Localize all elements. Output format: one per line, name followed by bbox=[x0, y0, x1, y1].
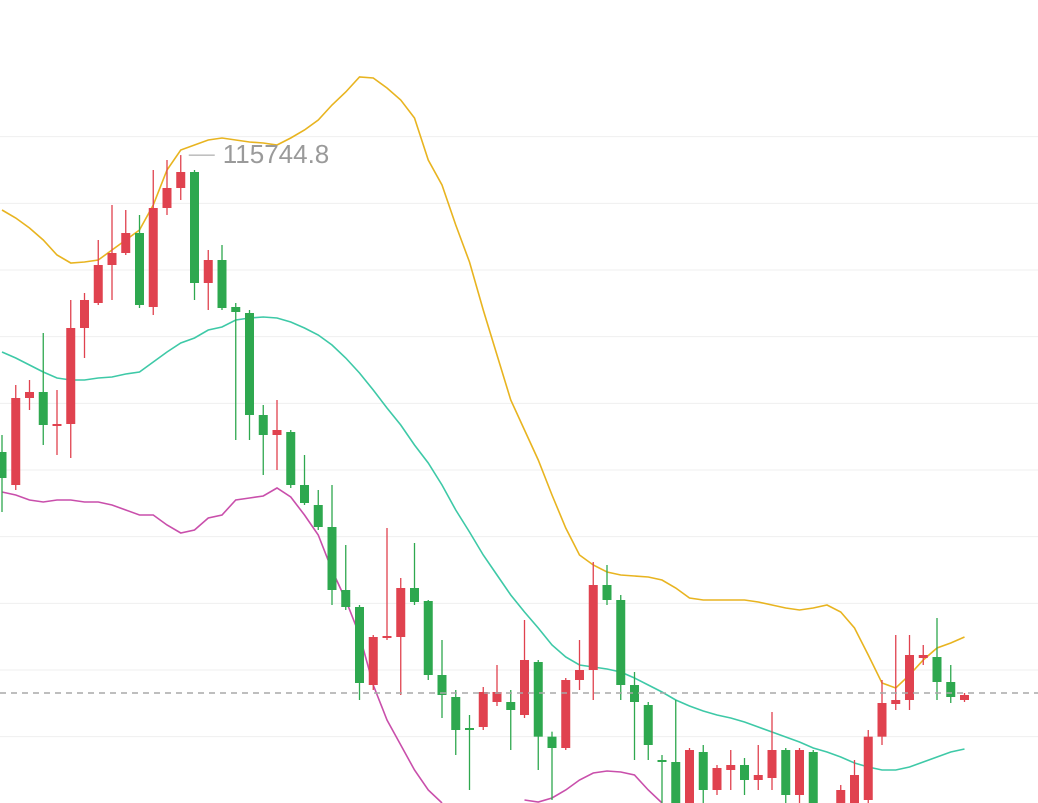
candle-body bbox=[162, 188, 172, 208]
candle-body bbox=[960, 695, 969, 700]
candle-body bbox=[808, 752, 818, 803]
band-line bbox=[1, 316, 965, 771]
candle-body bbox=[396, 588, 406, 637]
candle-body bbox=[93, 265, 103, 303]
candle-body bbox=[602, 585, 612, 600]
candle-body bbox=[918, 655, 928, 658]
candle-body bbox=[712, 768, 722, 790]
candle-body bbox=[382, 636, 392, 638]
max-label: 115744.8 bbox=[223, 139, 330, 169]
candle-body bbox=[135, 233, 144, 305]
candle-body bbox=[905, 655, 914, 700]
candle-body bbox=[740, 765, 749, 780]
candle-body bbox=[313, 505, 323, 527]
candle-body bbox=[52, 424, 62, 426]
candle-body bbox=[575, 670, 584, 680]
candle-body bbox=[630, 685, 639, 702]
candle-body bbox=[11, 398, 21, 485]
candle-body bbox=[368, 637, 378, 685]
candle-body bbox=[327, 527, 337, 590]
candle-body bbox=[877, 703, 887, 737]
candle-body bbox=[190, 172, 199, 283]
candle-body bbox=[148, 208, 158, 307]
candle-body bbox=[643, 705, 653, 745]
candle-body bbox=[671, 762, 681, 803]
candle-body bbox=[753, 775, 763, 780]
candle-body bbox=[38, 392, 48, 425]
candle-body bbox=[850, 775, 859, 803]
candle-body bbox=[203, 260, 213, 283]
band-line bbox=[1, 487, 663, 803]
candle-body bbox=[726, 765, 736, 770]
candle-body bbox=[520, 660, 529, 715]
candle-body bbox=[657, 760, 667, 762]
candle-body bbox=[0, 452, 7, 478]
candle-body bbox=[451, 697, 461, 730]
candle-body bbox=[492, 692, 502, 702]
candle-body bbox=[478, 692, 488, 727]
candle-body bbox=[176, 172, 186, 188]
candle-body bbox=[836, 790, 846, 803]
candle-body bbox=[506, 702, 516, 710]
candle-body bbox=[80, 300, 89, 328]
band-line bbox=[1, 76, 965, 689]
candle-body bbox=[355, 607, 364, 683]
candle-body bbox=[423, 601, 433, 675]
candle-body bbox=[781, 750, 791, 795]
candle-body bbox=[863, 736, 873, 800]
candle-body bbox=[231, 307, 241, 312]
candle-body bbox=[932, 657, 942, 682]
candle-body bbox=[300, 485, 309, 503]
candle-body bbox=[341, 590, 351, 607]
candle-body bbox=[588, 585, 598, 670]
candle-body bbox=[891, 700, 901, 704]
candle-body bbox=[437, 675, 447, 695]
candle-body bbox=[410, 588, 419, 602]
candle-body bbox=[217, 260, 227, 308]
candle-body bbox=[698, 752, 708, 790]
candle-body bbox=[107, 253, 117, 265]
candle-body bbox=[533, 662, 543, 737]
candle-body bbox=[685, 750, 694, 803]
candle-body bbox=[946, 682, 956, 697]
candle-body bbox=[767, 750, 777, 778]
candle-body bbox=[272, 430, 282, 435]
candle-body bbox=[561, 680, 571, 748]
candle-body bbox=[616, 600, 626, 685]
candle-body bbox=[25, 392, 34, 398]
candle-body bbox=[258, 415, 268, 435]
candle-body bbox=[795, 750, 804, 795]
candle-body bbox=[245, 313, 254, 415]
candle-body bbox=[547, 736, 557, 748]
candle-body bbox=[465, 728, 474, 730]
candle-body bbox=[286, 432, 296, 485]
candle-body bbox=[121, 233, 131, 253]
candle-body bbox=[66, 328, 76, 424]
